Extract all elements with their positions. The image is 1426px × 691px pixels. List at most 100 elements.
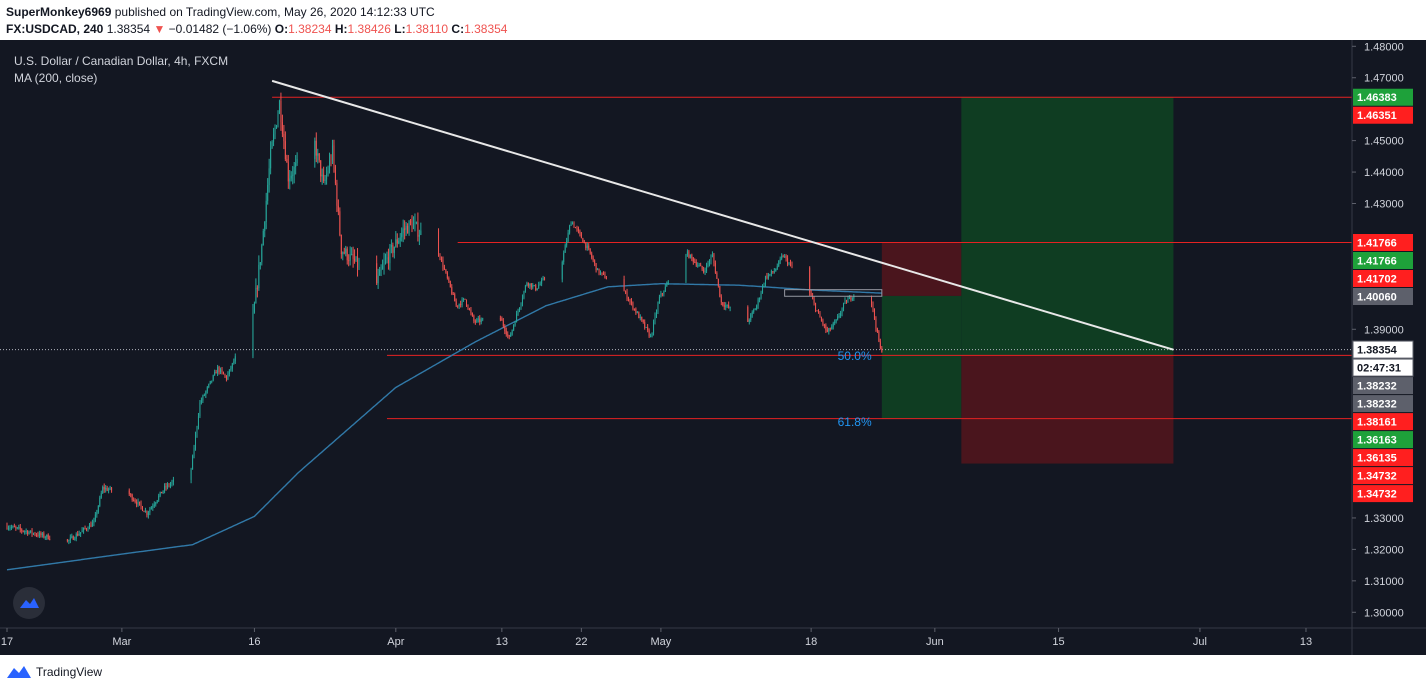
candle-body-177 bbox=[348, 260, 350, 262]
candle-body-8 bbox=[18, 527, 20, 529]
price-label-text-11: 1.36163 bbox=[1357, 435, 1397, 447]
candle-body-427 bbox=[845, 300, 847, 303]
candle-body-370 bbox=[729, 307, 731, 309]
candle-body-267 bbox=[529, 283, 531, 286]
candle-body-414 bbox=[826, 329, 828, 332]
price-tick-label-0: 1.48000 bbox=[1364, 41, 1404, 53]
candle-body-72 bbox=[144, 511, 146, 513]
candle-body-18 bbox=[33, 533, 35, 535]
candle-body-44 bbox=[87, 529, 89, 531]
candle-body-80 bbox=[156, 500, 158, 503]
candle-body-278 bbox=[561, 261, 563, 280]
candle-body-246 bbox=[482, 318, 484, 320]
chart-legend-title: U.S. Dollar / Canadian Dollar, 4h, FXCM bbox=[14, 54, 228, 68]
flat-zone-box bbox=[784, 289, 883, 297]
candle-body-183 bbox=[357, 256, 359, 268]
candle-body-231 bbox=[460, 303, 462, 305]
candle-body-206 bbox=[407, 226, 409, 234]
candle-body-288 bbox=[576, 227, 578, 229]
candle-body-175 bbox=[345, 248, 347, 254]
horizontal-lines bbox=[0, 96, 1352, 420]
candle-body-204 bbox=[404, 228, 406, 230]
candle-body-163 bbox=[327, 170, 329, 175]
plot-area[interactable]: 50.0% 61.8% bbox=[0, 79, 1352, 571]
price-tick-label-7: 1.32000 bbox=[1364, 544, 1404, 556]
price-axis[interactable]: 1.48000 1.47000 1.45000 1.44000 1.43000 1.390… bbox=[1351, 40, 1426, 655]
candle-body-235 bbox=[466, 299, 468, 306]
candle-body-65 bbox=[134, 500, 136, 502]
candle-body-188 bbox=[380, 269, 382, 271]
candle-body-78 bbox=[153, 504, 155, 507]
time-axis[interactable]: 17 Mar 16 Apr 13 22 May 18 Jun 15 Jul 13 bbox=[0, 627, 1426, 648]
candle-body-45 bbox=[88, 524, 90, 530]
candle-body-350 bbox=[700, 265, 702, 267]
candle-body-166 bbox=[331, 145, 333, 161]
candle-body-276 bbox=[542, 278, 544, 281]
candle-body-83 bbox=[161, 491, 163, 494]
candle-body-161 bbox=[324, 179, 326, 182]
candle-body-37 bbox=[77, 534, 79, 536]
publisher-name[interactable]: SuperMonkey6969 bbox=[6, 5, 112, 19]
candle-body-362 bbox=[717, 278, 719, 287]
candle-body-419 bbox=[834, 321, 836, 324]
candle-body-119 bbox=[230, 368, 232, 370]
price-label-text-8: 1.38232 bbox=[1357, 381, 1397, 393]
low-label: L: bbox=[394, 22, 406, 36]
fib-label-1: 61.8% bbox=[838, 415, 872, 429]
candle-body-138 bbox=[274, 128, 276, 135]
candle-body-417 bbox=[831, 326, 833, 330]
candle-body-176 bbox=[346, 248, 348, 261]
candle-body-334 bbox=[660, 293, 662, 297]
candle-body-305 bbox=[601, 272, 603, 274]
candle-body-71 bbox=[143, 510, 145, 513]
candle-body-57 bbox=[106, 488, 108, 491]
candle-body-284 bbox=[570, 223, 572, 227]
candle-body-131 bbox=[264, 222, 266, 232]
price-tick-label-4: 1.43000 bbox=[1364, 199, 1404, 211]
candle-body-406 bbox=[815, 303, 817, 311]
candle-body-371 bbox=[747, 307, 749, 322]
high-label: H: bbox=[334, 22, 348, 36]
candle-body-422 bbox=[838, 315, 840, 317]
candle-body-299 bbox=[592, 257, 594, 261]
candle-body-282 bbox=[567, 232, 569, 242]
price-chart[interactable]: 50.0% 61.8% U.S. Dollar / Canadian Dollar… bbox=[0, 40, 1426, 655]
candle-body-250 bbox=[504, 326, 506, 331]
candle-body-61 bbox=[128, 490, 130, 495]
candle-body-15 bbox=[28, 532, 30, 534]
candle-body-329 bbox=[653, 321, 655, 333]
candle-body-64 bbox=[133, 499, 135, 501]
candle-body-295 bbox=[586, 245, 588, 248]
candle-body-181 bbox=[354, 258, 356, 261]
candle-body-127 bbox=[258, 264, 260, 289]
candle-body-155 bbox=[315, 140, 317, 156]
candle-body-222 bbox=[446, 272, 448, 278]
candle-body-292 bbox=[582, 238, 584, 243]
price-label-text-6: 1.38354 bbox=[1357, 345, 1398, 357]
tradingview-brand[interactable]: TradingView bbox=[6, 665, 102, 679]
candle-body-189 bbox=[382, 266, 384, 270]
candle-body-312 bbox=[628, 298, 630, 301]
candle-body-353 bbox=[704, 270, 706, 272]
candle-body-153 bbox=[296, 159, 298, 164]
candle-body-270 bbox=[533, 285, 535, 287]
candle-body-2 bbox=[9, 527, 11, 529]
candle-body-7 bbox=[16, 527, 18, 529]
candle-body-269 bbox=[532, 285, 534, 288]
short-target-zone-0 bbox=[881, 295, 962, 419]
low-value: 1.38110 bbox=[405, 22, 449, 36]
published-text: published on TradingView.com, May 26, 20… bbox=[114, 5, 435, 19]
candle-body-92 bbox=[190, 469, 192, 480]
candle-body-143 bbox=[281, 122, 283, 134]
candle-body-320 bbox=[639, 316, 641, 319]
candle-body-432 bbox=[853, 295, 855, 299]
candle-body-352 bbox=[703, 269, 705, 272]
candle-body-97 bbox=[197, 416, 199, 427]
candle-body-304 bbox=[600, 272, 602, 274]
candle-body-425 bbox=[843, 303, 845, 309]
candle-body-272 bbox=[536, 288, 538, 291]
candle-body-159 bbox=[321, 174, 323, 177]
tradingview-logo-icon[interactable] bbox=[13, 587, 45, 619]
candle-body-27 bbox=[46, 534, 48, 538]
candle-body-393 bbox=[779, 258, 781, 261]
